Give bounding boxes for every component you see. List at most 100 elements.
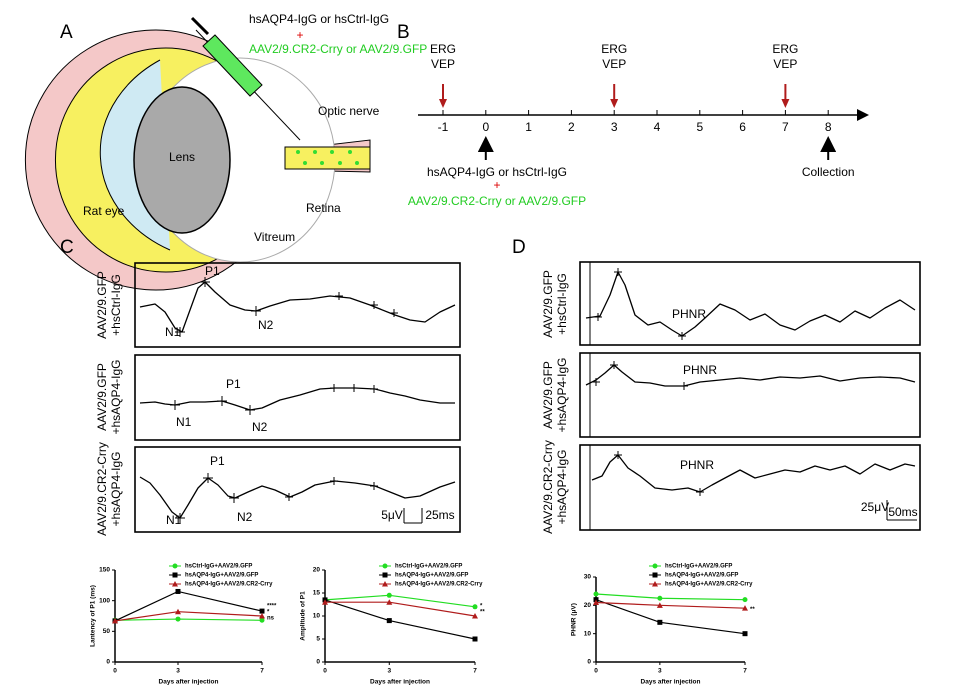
tick-label: 3	[611, 120, 618, 134]
trace-box	[134, 262, 461, 348]
marker	[382, 572, 388, 578]
legend-label: hsCtrl-IgG+AAV2/9.GFP	[395, 564, 462, 570]
legend-label: hsAQP4-IgG+AAV2/9.CR2-Crry	[185, 582, 273, 588]
dots	[296, 150, 359, 165]
erg-label: ERG	[601, 42, 627, 56]
collection-label: Collection	[802, 165, 855, 179]
peak-label: N1	[166, 513, 182, 527]
row-label: AAV2/9.GFP	[541, 361, 555, 429]
series-line	[114, 618, 263, 621]
erg-label: ERG	[430, 42, 456, 56]
optic-nerve-label: Optic nerve	[318, 104, 380, 118]
row-label: AAV2/9.GFP	[95, 271, 109, 339]
marker	[259, 608, 265, 614]
scale-label: 50ms	[888, 505, 917, 519]
rat-eye-label: Rat eye	[83, 204, 125, 218]
series-line	[324, 594, 476, 608]
erg-label: VEP	[773, 57, 797, 71]
erg-trace	[139, 476, 456, 519]
tick-label: -1	[438, 120, 449, 134]
tick-label: 1	[525, 120, 532, 134]
marker	[657, 619, 663, 625]
tick-label: 4	[654, 120, 661, 134]
x-tick-label: 3	[658, 668, 662, 675]
significance: **	[750, 607, 755, 613]
red-arrow-head	[781, 99, 790, 108]
x-tick-label: 3	[387, 668, 391, 675]
marker	[112, 617, 118, 624]
injection-text: +	[493, 178, 500, 192]
marker	[172, 563, 178, 569]
tick-label: 6	[739, 120, 746, 134]
row-label: AAV2/9.CR2-Crry	[95, 442, 109, 536]
row-label: AAV2/9.GFP	[95, 363, 109, 431]
legend-label: hsAQP4-IgG+AAV2/9.CR2-Crry	[395, 582, 483, 588]
injection-text: hsAQP4-IgG or hsCtrl-IgG	[249, 12, 389, 26]
series-line	[114, 590, 263, 622]
panel-a: A hsAQP4-IgG or hsCtrl-IgG + AAV2/9.CR2-…	[24, 12, 427, 291]
scale-label: 25ms	[425, 508, 454, 522]
series-line	[595, 593, 746, 601]
lens-shape	[133, 86, 231, 234]
row-label: AAV2/9.GFP	[541, 270, 555, 338]
marker	[322, 599, 328, 605]
y-axis-label: Amplitude of P1	[300, 591, 307, 641]
marker	[742, 605, 748, 611]
y-tick-label: 0	[587, 659, 591, 666]
markers	[170, 277, 398, 523]
y-axis-label: Lantency of P1 (ms)	[90, 585, 97, 647]
legend-label: hsAQP4-IgG+AAV2/9.GFP	[665, 573, 738, 579]
x-axis-label: Days after injection	[159, 679, 219, 686]
legend-label: hsAQP4-IgG+AAV2/9.CR2-Crry	[665, 582, 753, 588]
markers	[592, 268, 704, 496]
marker	[652, 581, 658, 587]
marker	[472, 604, 478, 610]
y-tick-label: 100	[99, 597, 110, 604]
y-tick-label: 0	[316, 659, 320, 666]
erg-trace	[585, 271, 916, 337]
marker	[175, 588, 181, 594]
marker	[656, 602, 663, 608]
trace-box	[579, 261, 921, 346]
peak-label: P1	[210, 454, 225, 468]
x-tick-label: 7	[260, 668, 264, 675]
y-tick-label: 50	[103, 628, 111, 635]
erg-label: ERG	[772, 42, 798, 56]
scale-bar	[886, 500, 917, 521]
row-label: +hsCtrl-IgG	[109, 274, 123, 336]
panel-label: A	[60, 22, 73, 43]
y-tick-label: 30	[584, 574, 592, 581]
x-tick-label: 7	[743, 668, 747, 675]
marker	[472, 636, 478, 642]
row-label: AAV2/9.CR2-Crry	[541, 440, 555, 534]
y-tick-label: 15	[313, 590, 321, 597]
significance: ****	[267, 604, 277, 610]
tick-label: 7	[782, 120, 789, 134]
x-tick-label: 7	[473, 668, 477, 675]
peak-label: PHNR	[672, 307, 706, 321]
legend-label: hsCtrl-IgG+AAV2/9.GFP	[665, 564, 732, 570]
marker	[657, 595, 663, 601]
peak-label: P1	[205, 264, 220, 278]
erg-label: VEP	[602, 57, 626, 71]
marker	[382, 563, 388, 569]
panel-label: B	[397, 22, 410, 43]
tick-label: 2	[568, 120, 575, 134]
erg-trace	[591, 454, 916, 493]
series-line	[324, 599, 476, 640]
marker	[652, 572, 658, 578]
erg-trace	[139, 387, 455, 411]
panel-c: C 5μV 25ms	[60, 237, 461, 533]
x-tick-label: 0	[113, 668, 117, 675]
y-tick-label: 10	[313, 613, 321, 620]
x-axis-label: Days after injection	[641, 679, 701, 686]
peak-label: N2	[258, 318, 274, 332]
y-tick-label: 5	[316, 636, 320, 643]
marker	[172, 572, 178, 578]
marker	[382, 581, 388, 587]
scale-bar	[403, 508, 423, 524]
marker	[175, 616, 181, 622]
legend-label: hsCtrl-IgG+AAV2/9.GFP	[185, 564, 252, 570]
row-label: +hsAQP4-IgG	[109, 359, 123, 434]
x-axis-label: Days after injection	[370, 679, 430, 686]
